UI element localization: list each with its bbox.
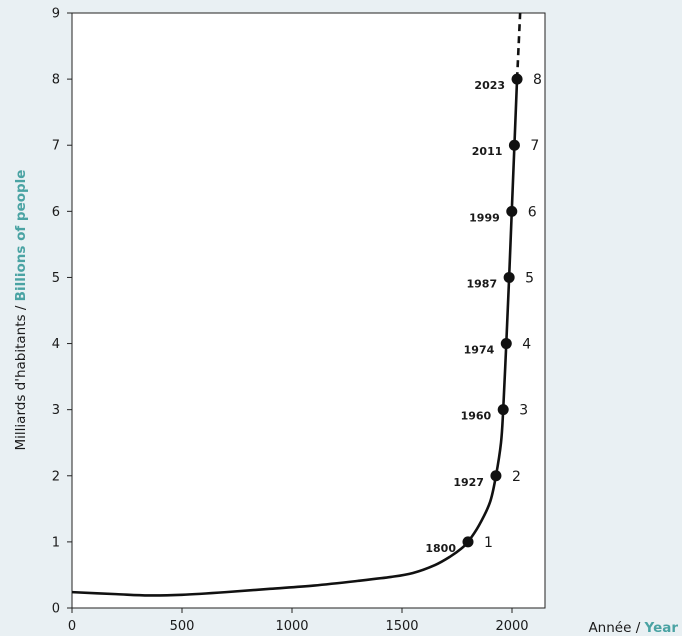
milestone-year-label: 1987: [467, 277, 498, 290]
x-axis-title: Année / Year: [588, 620, 678, 636]
milestone-billion-label: 5: [525, 270, 534, 286]
series: [71, 12, 522, 597]
milestone-billion-label: 8: [533, 72, 542, 88]
milestone-billion-label: 3: [519, 403, 528, 419]
milestone-point: [490, 470, 502, 482]
milestone-year-label: 2011: [472, 145, 503, 158]
milestone-point: [500, 338, 512, 350]
y-tick-label: 8: [52, 73, 60, 88]
milestone-point: [503, 271, 515, 283]
y-tick-label: 9: [52, 7, 60, 22]
milestone-billion-label: 4: [522, 337, 531, 353]
milestone-year-label: 1960: [461, 410, 492, 423]
milestone-point: [497, 404, 509, 416]
milestone-year-label: 1999: [469, 211, 500, 224]
milestone-billion-label: 2: [512, 469, 521, 485]
y-tick-label: 5: [52, 271, 60, 286]
milestone-point: [462, 536, 474, 548]
plot-area: [71, 12, 546, 609]
y-tick-label: 1: [52, 535, 60, 550]
milestone-billion-label: 6: [528, 204, 537, 220]
x-tick-label: 500: [170, 619, 195, 634]
y-tick-label: 7: [52, 139, 60, 154]
x-tick-label: 1500: [385, 619, 418, 634]
x-tick-label: 0: [68, 619, 76, 634]
y-tick-label: 3: [52, 403, 60, 418]
x-tick-label: 1000: [275, 619, 308, 634]
milestone-year-label: 2023: [474, 79, 505, 92]
milestone-point: [511, 73, 523, 85]
milestone-billion-label: 7: [530, 138, 539, 154]
milestone-billion-label: 1: [484, 535, 493, 551]
y-tick-label: 0: [52, 602, 60, 617]
y-tick-label: 2: [52, 469, 60, 484]
y-tick-label: 4: [52, 337, 60, 352]
population-curve: [71, 79, 519, 597]
milestone-point: [508, 139, 520, 151]
milestone-year-label: 1800: [425, 542, 456, 555]
axes: 0 1 2 3 4 5 6 7 8 9 0 500 1000 1500 2000: [52, 7, 529, 635]
milestones: 1800 1 1927 2 1960 3 1974 4 1987 5 1999 6 2011 7 2023 8: [425, 72, 542, 555]
milestone-year-label: 1927: [453, 476, 484, 489]
x-tick-label: 2000: [495, 619, 528, 634]
milestone-year-label: 1974: [464, 344, 495, 357]
milestone-point: [506, 205, 518, 217]
y-tick-label: 6: [52, 205, 60, 220]
y-axis-title: Milliards d'habitants / Billions of peop…: [13, 170, 29, 451]
